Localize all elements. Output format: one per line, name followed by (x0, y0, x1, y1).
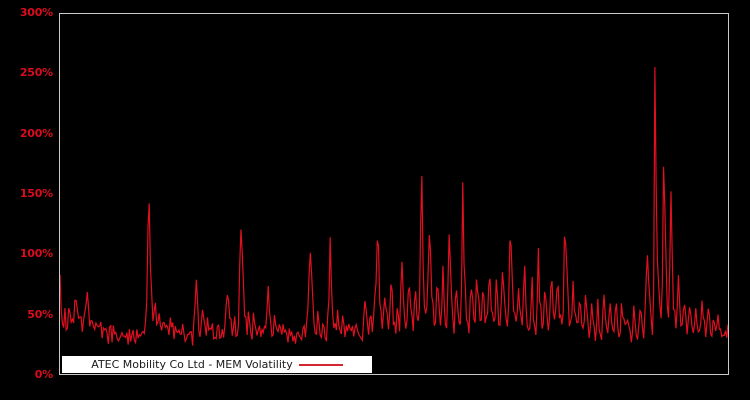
series-clip (60, 14, 728, 374)
volatility-series-line (60, 67, 728, 346)
y-tick-200: 200% (19, 126, 53, 140)
y-tick-250: 250% (19, 66, 53, 80)
y-tick-300: 300% (19, 6, 53, 19)
y-tick-100: 100% (19, 247, 53, 261)
chart-legend: ATEC Mobility Co Ltd - MEM Volatility (62, 356, 372, 373)
y-tick-0: 0% (34, 368, 53, 381)
legend-label: ATEC Mobility Co Ltd - MEM Volatility (91, 357, 293, 371)
legend-line-swatch (298, 363, 343, 366)
y-tick-50: 50% (27, 307, 53, 321)
plot-area (59, 13, 729, 375)
y-tick-150: 150% (19, 187, 53, 200)
